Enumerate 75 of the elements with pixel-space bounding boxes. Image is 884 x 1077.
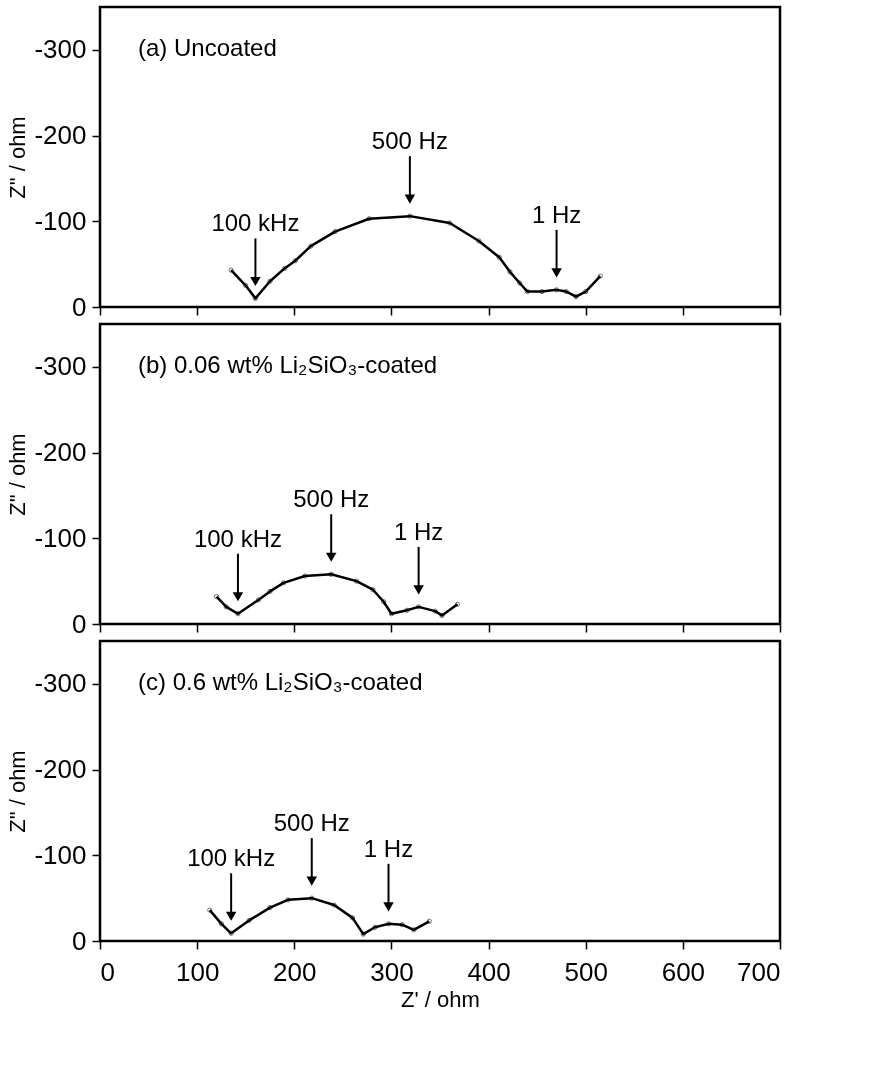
y-axis-title: Z" / ohm — [5, 750, 31, 833]
point — [255, 597, 261, 603]
point — [281, 580, 287, 586]
x-tick-label: 100 — [175, 956, 220, 987]
annotation: 1 Hz — [363, 834, 414, 862]
point — [353, 578, 359, 584]
y-tick-label: -200 — [34, 120, 87, 151]
annotation: 500 Hz — [293, 485, 370, 513]
y-tick-label: -100 — [34, 839, 87, 870]
point — [496, 254, 502, 260]
point — [223, 604, 229, 610]
point — [332, 229, 338, 235]
y-axis-title: Z" / ohm — [5, 433, 31, 516]
point — [416, 604, 422, 610]
y-tick-label: 0 — [72, 291, 87, 322]
point — [282, 265, 288, 271]
y-tick-label: -300 — [34, 668, 87, 699]
point — [292, 258, 298, 264]
y-tick-label: 0 — [72, 608, 87, 639]
annotation: 500 Hz — [273, 809, 350, 837]
point — [366, 216, 372, 222]
x-tick-label: 300 — [370, 956, 414, 987]
x-axis-title: Z' / ohm — [401, 986, 480, 1012]
x-tick-label: 200 — [273, 956, 317, 987]
x-tick-label: 600 — [661, 956, 706, 987]
point — [235, 611, 241, 617]
y-tick-label: -300 — [34, 34, 87, 65]
point — [476, 238, 482, 244]
point — [524, 289, 530, 295]
point — [404, 607, 410, 613]
x-tick-label: 500 — [564, 956, 608, 987]
point — [583, 289, 589, 295]
point — [407, 213, 413, 219]
point — [554, 287, 560, 293]
point — [432, 608, 438, 614]
annotation: (b) 0.06 wt% Li₂SiO₃-coated — [138, 351, 438, 378]
y-tick-label: -200 — [34, 437, 87, 468]
point — [454, 601, 461, 607]
x-tick-label: 700 — [737, 956, 781, 987]
point — [517, 280, 523, 286]
point — [439, 612, 445, 618]
point — [563, 289, 569, 295]
y-tick-label: -200 — [34, 754, 87, 785]
point — [302, 573, 308, 579]
point — [539, 289, 545, 295]
y-axis-title: Z" / ohm — [5, 116, 31, 199]
point — [228, 267, 234, 273]
point — [447, 220, 453, 226]
annotation: 500 Hz — [371, 127, 448, 155]
point — [308, 243, 314, 249]
point — [267, 278, 273, 284]
point — [507, 269, 513, 275]
y-tick-label: 0 — [72, 925, 87, 956]
annotation: 1 Hz — [531, 200, 582, 228]
annotation: (c) 0.6 wt% Li₂SiO₃-coated — [138, 668, 423, 695]
y-tick-label: -300 — [34, 351, 87, 382]
y-tick-label: -100 — [34, 205, 87, 236]
point — [573, 294, 579, 300]
point — [243, 283, 249, 289]
x-tick-label: 400 — [467, 956, 511, 987]
annotation: (a) Uncoated — [138, 34, 277, 61]
annotation: 1 Hz — [393, 517, 444, 545]
x-tick-label: 0 — [100, 956, 115, 987]
point — [597, 273, 603, 279]
annotation: 100 kHz — [187, 844, 276, 872]
annotation: 100 kHz — [193, 524, 282, 552]
point — [252, 295, 258, 301]
point — [370, 587, 376, 593]
y-tick-label: -100 — [34, 522, 87, 553]
point — [267, 588, 273, 594]
point — [381, 599, 387, 605]
point — [328, 571, 334, 577]
point — [214, 594, 220, 600]
annotation: 100 kHz — [211, 209, 300, 237]
point — [388, 611, 394, 617]
